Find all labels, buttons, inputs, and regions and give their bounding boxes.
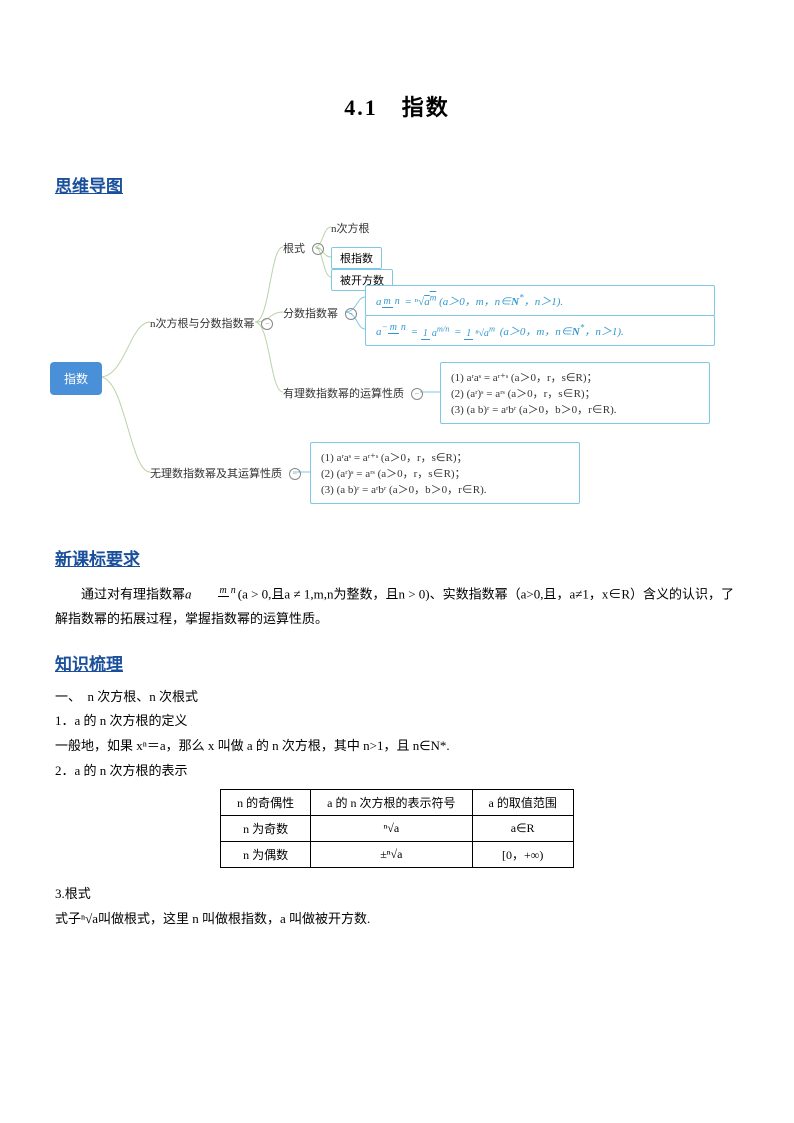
th-2: a 的 n 次方根的表示符号	[311, 790, 472, 816]
k-p1: 1．a 的 n 次方根的定义	[55, 709, 739, 734]
rule-1-2: (2) (aʳ)ˢ = aʳˢ (a＞0，r，s∈R)；	[451, 385, 699, 401]
td: ⁿ√a	[311, 816, 472, 842]
table-row: n 为奇数 ⁿ√a a∈R	[221, 816, 574, 842]
mm-node-fenshu: 分数指数幂 −	[283, 305, 357, 321]
mm-rules-box-1: (1) aʳaˢ = aʳ⁺ˢ (a＞0，r，s∈R)； (2) (aʳ)ˢ =…	[440, 362, 710, 424]
k-h1: 一、 n 次方根、n 次根式	[55, 685, 739, 710]
collapse-icon[interactable]: −	[289, 468, 301, 480]
rule-2-3: (3) (a b)ʳ = aʳbʳ (a＞0，b＞0，r∈R).	[321, 481, 569, 497]
mindmap-diagram: 指数 n次方根与分数指数幂 − 根式 − n次方根 根指数 被开方数 分数指数幂…	[45, 207, 739, 527]
std-pre: 通过对有理指数幂	[81, 586, 185, 601]
mm-branch1-label: n次方根与分数指数幂	[150, 318, 255, 330]
table-row: n 的奇偶性 a 的 n 次方根的表示符号 a 的取值范围	[221, 790, 574, 816]
mm-node-genshi: 根式 −	[283, 240, 324, 256]
td: n 为偶数	[221, 842, 311, 868]
td: n 为奇数	[221, 816, 311, 842]
section-mindmap-heading: 思维导图	[55, 172, 739, 197]
k-p3: 3.根式	[55, 882, 739, 907]
rule-1-1: (1) aʳaˢ = aʳ⁺ˢ (a＞0，r，s∈R)；	[451, 369, 699, 385]
td: a∈R	[472, 816, 573, 842]
rule-1-3: (3) (a b)ʳ = aʳbʳ (a＞0，b＞0，r∈R).	[451, 401, 699, 417]
mm-fenshu-label: 分数指数幂	[283, 308, 338, 320]
page-title: 4.1 指数	[55, 90, 739, 122]
collapse-icon[interactable]: −	[411, 388, 423, 400]
k-p2: 2．a 的 n 次方根的表示	[55, 759, 739, 784]
rule-2-2: (2) (aʳ)ˢ = aʳˢ (a＞0，r，s∈R)；	[321, 465, 569, 481]
mm-node-wuli: 无理数指数幂及其运算性质 −	[150, 465, 301, 481]
mm-formula-2: a−mn = 1am/n = 1ⁿ√am (a＞0，m，n∈N*，n＞1).	[376, 326, 624, 338]
mm-leaf-genzhishu: 根指数	[331, 247, 382, 269]
td: ±ⁿ√a	[311, 842, 472, 868]
mm-formula-box-1: amn = ⁿ√am (a＞0，m，n∈N*，n＞1).	[365, 285, 715, 316]
mm-node-branch1: n次方根与分数指数幂 −	[150, 315, 273, 331]
rule-2-1: (1) aʳaˢ = aʳ⁺ˢ (a＞0，r，s∈R)；	[321, 449, 569, 465]
mm-node-youli: 有理数指数幂的运算性质 −	[283, 385, 423, 401]
th-1: n 的奇偶性	[221, 790, 311, 816]
table-row: n 为偶数 ±ⁿ√a [0，+∞)	[221, 842, 574, 868]
td: [0，+∞)	[472, 842, 573, 868]
section-knowledge-heading: 知识梳理	[55, 650, 739, 675]
mm-formula-box-2: a−mn = 1am/n = 1ⁿ√am (a＞0，m，n∈N*，n＞1).	[365, 315, 715, 346]
collapse-icon[interactable]: −	[312, 243, 324, 255]
mindmap-root: 指数	[50, 362, 102, 395]
nroot-table: n 的奇偶性 a 的 n 次方根的表示符号 a 的取值范围 n 为奇数 ⁿ√a …	[220, 789, 574, 868]
collapse-icon[interactable]: −	[345, 308, 357, 320]
k-p3b: 式子ⁿ√a叫做根式，这里 n 叫做根指数，a 叫做被开方数.	[55, 907, 739, 932]
collapse-icon[interactable]: −	[261, 318, 273, 330]
standard-paragraph: 通过对有理指数幂amn(a > 0,且a ≠ 1,m,n为整数，且n > 0)、…	[55, 580, 739, 632]
mm-formula-1: amn = ⁿ√am (a＞0，m，n∈N*，n＞1).	[376, 296, 563, 308]
th-3: a 的取值范围	[472, 790, 573, 816]
mm-leaf-nroot: n次方根	[331, 220, 370, 236]
mm-youli-label: 有理数指数幂的运算性质	[283, 388, 404, 400]
section-standard-heading: 新课标要求	[55, 545, 739, 570]
k-p1b: 一般地，如果 xⁿ＝a，那么 x 叫做 a 的 n 次方根，其中 n>1，且 n…	[55, 734, 739, 759]
mm-genshi-label: 根式	[283, 243, 305, 255]
mm-wuli-label: 无理数指数幂及其运算性质	[150, 468, 282, 480]
mm-rules-box-2: (1) aʳaˢ = aʳ⁺ˢ (a＞0，r，s∈R)； (2) (aʳ)ˢ =…	[310, 442, 580, 504]
